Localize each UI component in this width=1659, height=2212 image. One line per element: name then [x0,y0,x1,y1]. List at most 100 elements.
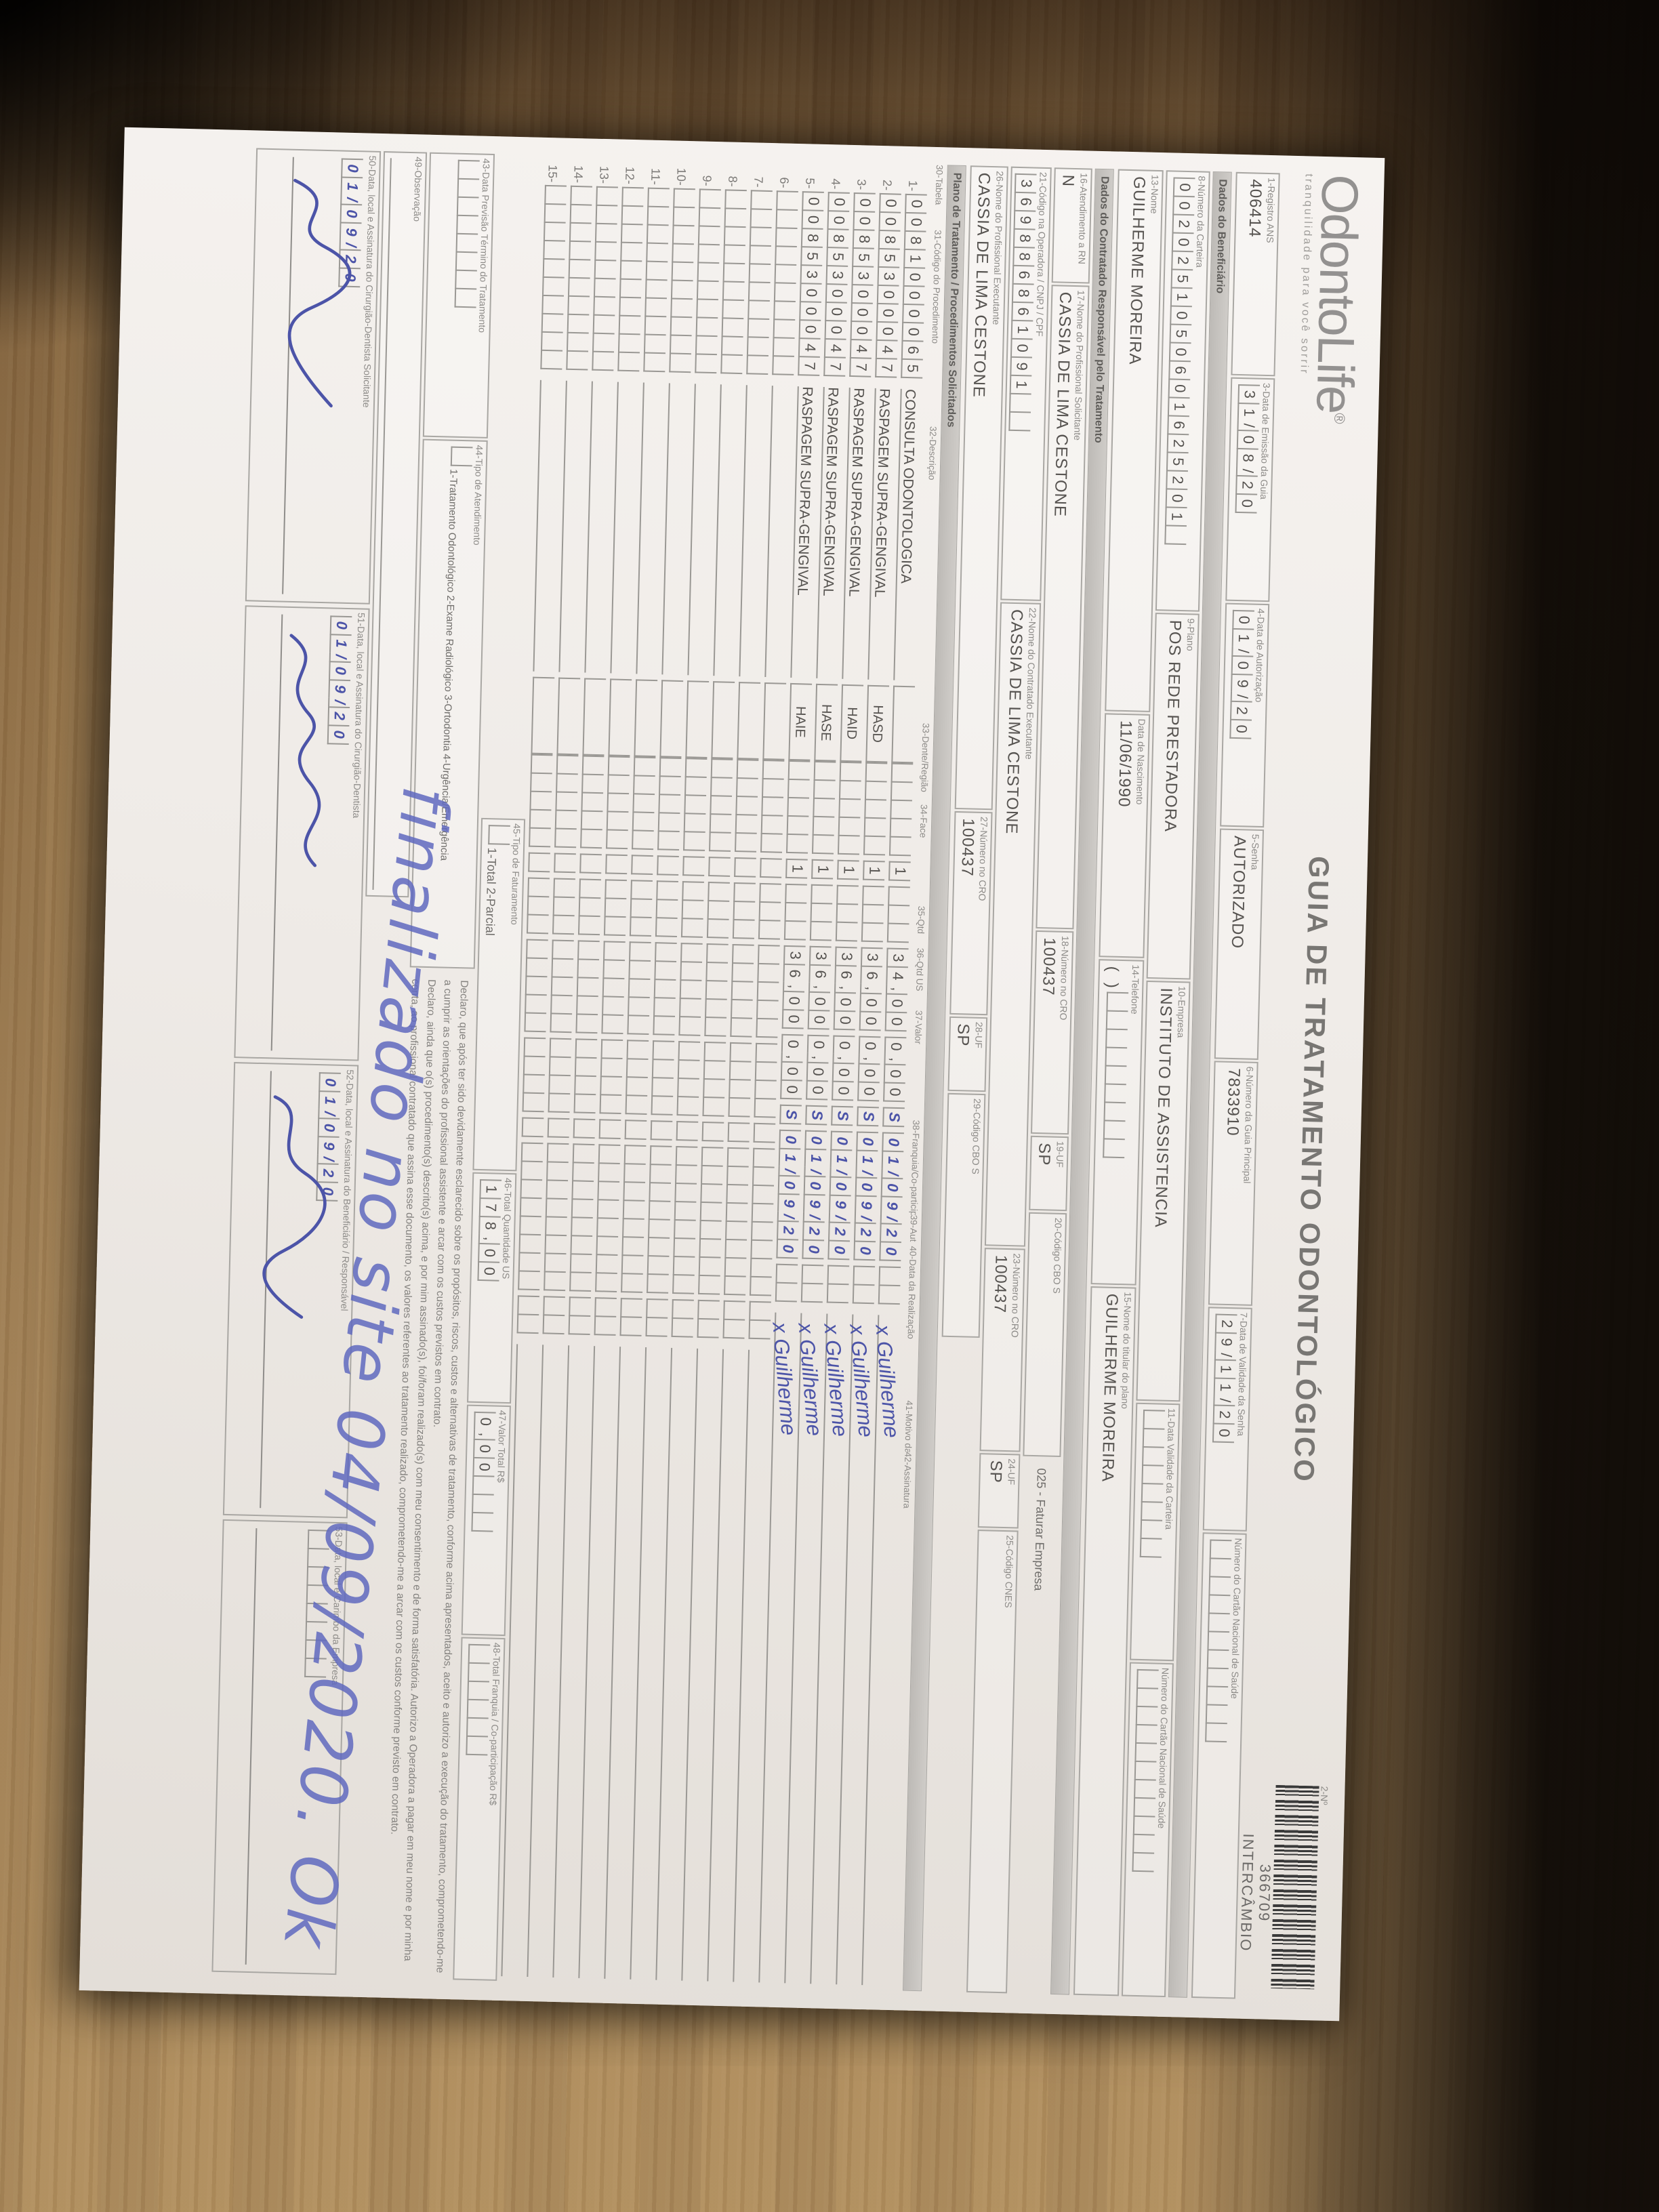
comb-cell: 4 [849,338,872,358]
field-cbo-prof-executante: 29-Código CBO S [941,1092,986,1338]
comb-cell [602,959,626,979]
comb-cell: 3 [860,947,883,966]
table-comb: 1 [811,859,834,880]
comb-cell [810,902,833,922]
comb-cell [670,279,693,299]
comb-cell [1205,1704,1228,1723]
table-comb [735,759,759,853]
table-comb [552,878,575,935]
comb-cell [592,332,615,352]
comb-cell [575,1013,598,1034]
table-comb [554,853,576,874]
comb-cell [753,1122,776,1143]
comb-cell [556,773,578,792]
tooth-region: HASD [865,684,890,763]
comb-cell: , [885,984,908,994]
table-comb [809,884,833,941]
comb-cell: 0 [825,283,848,302]
comb-cell [541,312,564,332]
comb-cell: 2 [1235,474,1258,494]
comb-cell [775,1263,798,1283]
comb-cell: 0 [1168,378,1191,398]
comb-cell [653,997,676,1016]
comb-cell [674,1200,697,1220]
comb-cell: S [779,1104,802,1125]
comb-cell: S [882,1107,905,1128]
comb-cell [773,282,796,301]
table-comb [606,756,630,850]
comb-cell [625,1094,648,1115]
field-validade-senha: 7-Data de Validade da Senha 2 9/1 1/2 0 [1202,1307,1252,1532]
comb-cell [1140,1519,1163,1538]
comb-cell [787,760,811,779]
comb-cell [772,337,795,356]
comb-cell [755,1042,778,1062]
comb-cell [572,1162,594,1181]
comb-cell [680,918,703,938]
comb-cell: 0 [827,210,850,229]
comb-cell: , [884,1054,906,1065]
comb-cell [864,798,886,818]
comb-cell: 1 [1164,506,1187,526]
comb-cell [697,1299,720,1319]
comb-cell [698,1274,720,1295]
comb-cell [596,186,618,205]
table-comb [783,883,807,941]
comb-cell: 0 [853,192,876,211]
comb-cell: 0 [802,1239,825,1260]
comb-cell [762,759,785,779]
comb-cell: 4 [875,339,898,359]
table-comb [573,1038,598,1114]
comb-cell [706,918,729,939]
comb-cell [523,1073,545,1093]
comb-cell [574,1057,597,1076]
comb-cell: 0 [903,266,926,286]
comb-cell: 1 [1009,374,1032,394]
table-comb [695,188,721,374]
comb-cell [518,1270,540,1291]
comb-cell: / [804,1166,826,1176]
comb-cell [607,774,630,794]
comb-cell [709,832,731,852]
table-comb [732,882,756,939]
comb-cell: 0 [904,211,927,231]
comb-cell [527,877,550,897]
table-comb [697,1299,720,1338]
comb-cell [723,244,745,264]
comb-cell [721,317,744,337]
table-comb [619,1298,642,1336]
comb-cell: 5 [901,358,923,379]
comb-cell [618,314,641,334]
comb-cell: 2 [802,1221,825,1240]
comb-cell [455,251,478,270]
comb-cell [629,941,651,961]
comb-cell [620,241,642,261]
comb-cell [623,1163,646,1182]
comb-cell [529,790,552,810]
comb-cell: 0 [832,1080,854,1101]
comb-cell [605,879,627,899]
comb-cell: 0 [858,1036,881,1055]
comb-cell [597,1181,620,1200]
comb-cell [542,258,565,277]
comb-cell: 0 [802,191,824,210]
comb-cell [450,446,473,467]
table-comb [617,186,644,372]
table-comb [601,941,626,1035]
row-number: 1- [905,180,920,192]
comb-cell: 6 [901,340,924,359]
comb-cell: 0 [1232,609,1254,629]
comb-cell [813,797,835,817]
comb-cell [697,225,720,245]
comb-cell [729,1042,752,1061]
comb-cell [887,904,910,924]
comb-cell [811,834,834,855]
comb-cell [650,1120,673,1141]
row-number: 13- [597,165,611,184]
comb-cell: 5 [1170,268,1193,288]
guia-numero: 366709 [1255,1864,1274,1923]
comb-cell: 1 [778,1147,801,1167]
